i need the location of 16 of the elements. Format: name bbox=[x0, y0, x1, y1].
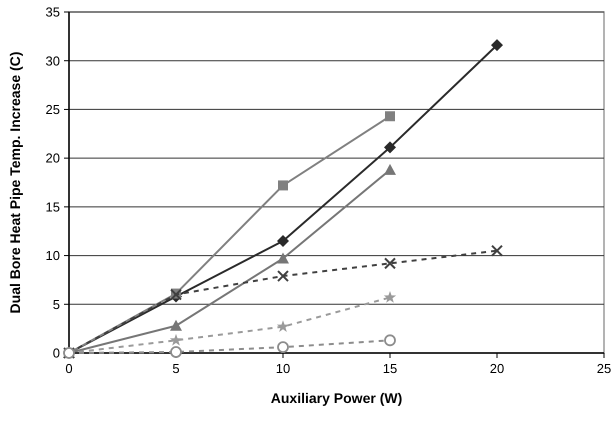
y-tick-label: 25 bbox=[46, 102, 60, 117]
y-tick-label: 35 bbox=[46, 4, 60, 20]
x-axis-title: Auxiliary Power (W) bbox=[270, 390, 402, 406]
y-axis-title: Dual Bore Heat Pipe Temp. Increase (C) bbox=[7, 52, 23, 314]
y-tick-label: 30 bbox=[46, 53, 60, 68]
y-tick-label: 15 bbox=[46, 199, 60, 214]
y-tick-label: 5 bbox=[52, 296, 60, 312]
x-tick-label: 20 bbox=[490, 361, 504, 376]
x-tick-label: 25 bbox=[596, 361, 612, 376]
y-tick-label: 20 bbox=[46, 150, 60, 166]
y-tick-label: 10 bbox=[46, 248, 60, 264]
y-tick-label: 0 bbox=[52, 346, 60, 361]
x-tick-label: 15 bbox=[382, 361, 398, 376]
x-tick-label: 5 bbox=[172, 361, 180, 376]
x-tick-label: 10 bbox=[276, 361, 290, 376]
x-tick-label: 0 bbox=[65, 361, 73, 376]
